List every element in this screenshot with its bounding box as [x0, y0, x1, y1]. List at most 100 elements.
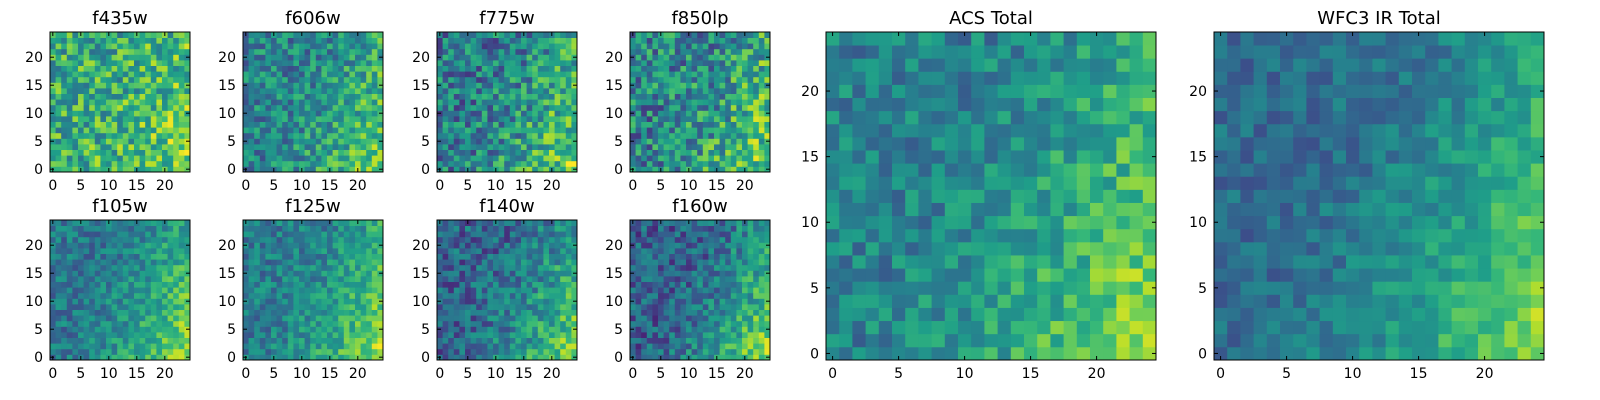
heatmap-cell [134, 76, 140, 83]
heatmap-cell [66, 320, 73, 327]
heatmap-cell [276, 160, 283, 167]
heatmap-cell [714, 93, 720, 100]
heatmap-cells [243, 32, 384, 173]
heatmap-cell [184, 315, 191, 322]
heatmap-cell [465, 225, 471, 232]
heatmap-cell [156, 236, 163, 243]
heatmap-cell [697, 71, 704, 78]
heatmap-cell [453, 138, 460, 145]
heatmap-cell [470, 253, 477, 260]
heatmap-cell [521, 281, 527, 288]
heatmap-cell [89, 121, 96, 128]
heatmap-cell [184, 292, 191, 299]
heatmap-cell [299, 138, 305, 145]
heatmap-cell [453, 71, 460, 78]
heatmap-cell [299, 88, 305, 94]
heatmap-cell [526, 309, 533, 316]
heatmap-cell [658, 281, 664, 288]
heatmap-cell [764, 60, 771, 66]
heatmap-cell [156, 88, 163, 94]
heatmap-cell [173, 315, 180, 322]
heatmap-cell [72, 43, 79, 50]
heatmap-cell [89, 155, 96, 162]
heatmap-cell [686, 104, 692, 111]
heatmap-cell [106, 76, 112, 83]
heatmap-cell [173, 276, 180, 282]
heatmap-cell [437, 337, 443, 344]
heatmap-cell [117, 270, 124, 277]
heatmap-cell [167, 259, 174, 266]
heatmap-cell [493, 121, 499, 128]
heatmap-cell [50, 121, 56, 128]
heatmap-cell [470, 65, 477, 72]
heatmap-cell [537, 242, 544, 249]
heatmap-cell [509, 54, 516, 61]
heatmap-cell [259, 32, 266, 38]
heatmap-cell [276, 304, 283, 310]
heatmap-cell [571, 248, 578, 254]
heatmap-cell [669, 82, 676, 89]
panel-title: f850lp [671, 8, 728, 29]
heatmap-cell [680, 160, 687, 167]
y-tick-label: 0 [34, 162, 43, 178]
heatmap-cell [377, 264, 384, 271]
heatmap-cell [315, 236, 322, 243]
heatmap-cell [178, 281, 185, 288]
heatmap-cell [725, 155, 732, 162]
heatmap-cell [669, 132, 676, 139]
heatmap-cell [371, 48, 378, 55]
heatmap-cell [758, 298, 765, 305]
heatmap-cell [674, 309, 681, 316]
heatmap-cell [652, 43, 659, 50]
heatmap-cell [565, 225, 572, 232]
heatmap-cell [725, 93, 732, 100]
heatmap-cell [442, 99, 449, 106]
heatmap-cell [714, 48, 720, 55]
heatmap-cell [106, 253, 112, 260]
heatmap-cell [299, 320, 305, 327]
heatmap-cell [117, 110, 124, 117]
heatmap-cell [686, 99, 692, 106]
heatmap-cell [145, 270, 152, 277]
heatmap-cell [139, 281, 146, 288]
heatmap-cell [100, 231, 107, 238]
heatmap-cell [321, 132, 328, 139]
heatmap-cell [493, 259, 499, 266]
heatmap-cell [526, 54, 533, 61]
heatmap-cell [111, 132, 118, 139]
heatmap-cell [674, 332, 681, 338]
heatmap-cell [635, 354, 642, 361]
heatmap-cell [83, 144, 90, 150]
heatmap-cell [83, 121, 90, 128]
heatmap-cell [327, 82, 333, 89]
heatmap-cell [448, 149, 455, 156]
heatmap-cell [66, 225, 73, 232]
heatmap-cell [504, 138, 511, 145]
heatmap-cell [128, 309, 135, 316]
heatmap-cell [117, 54, 124, 61]
heatmap-cell [360, 264, 367, 271]
heatmap-cell [72, 332, 79, 338]
heatmap-cell [150, 348, 157, 355]
heatmap-cell [117, 236, 124, 243]
heatmap-cell [543, 298, 550, 305]
heatmap-cell [343, 37, 350, 44]
heatmap-cell [521, 88, 527, 94]
heatmap-cell [315, 270, 322, 277]
heatmap-cell [178, 309, 185, 316]
heatmap-cell [117, 144, 124, 150]
heatmap-cell [156, 138, 163, 145]
heatmap-cell [680, 343, 687, 350]
heatmap-cell [691, 287, 698, 294]
heatmap-cell [487, 225, 494, 232]
heatmap-cell [470, 149, 477, 156]
heatmap-cell [669, 149, 676, 156]
heatmap-cell [521, 127, 527, 134]
heatmap-cell [725, 149, 732, 156]
heatmap-cell [453, 242, 460, 249]
heatmap-cell [453, 48, 460, 55]
heatmap-cell [145, 253, 152, 260]
heatmap-cell [89, 304, 96, 310]
heatmap-cell [442, 320, 449, 327]
heatmap-cell [117, 138, 124, 145]
